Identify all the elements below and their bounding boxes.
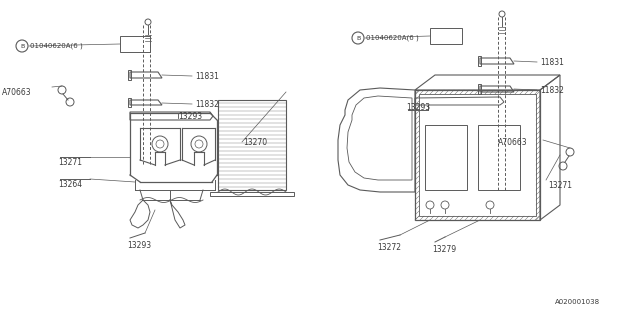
Bar <box>425 125 467 190</box>
Text: 13279: 13279 <box>432 245 456 254</box>
Bar <box>419 94 536 216</box>
Bar <box>430 28 462 44</box>
Text: 13272: 13272 <box>377 244 401 252</box>
Text: B: B <box>20 44 24 49</box>
Text: A70663: A70663 <box>498 138 527 147</box>
Text: 11832: 11832 <box>540 85 564 94</box>
Text: 13270: 13270 <box>243 138 267 147</box>
Bar <box>478 125 520 190</box>
Text: 01040620A(6 ): 01040620A(6 ) <box>366 35 419 41</box>
Text: 11831: 11831 <box>195 71 219 81</box>
Bar <box>120 36 150 52</box>
Text: 13271: 13271 <box>548 180 572 189</box>
Bar <box>415 90 540 220</box>
Text: 11832: 11832 <box>195 100 219 108</box>
Text: 13293: 13293 <box>127 241 151 250</box>
Text: 01040620A(6 ): 01040620A(6 ) <box>30 43 83 49</box>
Text: 13271: 13271 <box>58 157 82 166</box>
Text: 13293: 13293 <box>178 111 202 121</box>
Text: A70663: A70663 <box>2 87 31 97</box>
Text: A020001038: A020001038 <box>555 299 600 305</box>
Text: 13264: 13264 <box>58 180 82 188</box>
Text: B: B <box>356 36 360 41</box>
Text: 13293: 13293 <box>406 102 430 111</box>
Text: 11831: 11831 <box>540 58 564 67</box>
